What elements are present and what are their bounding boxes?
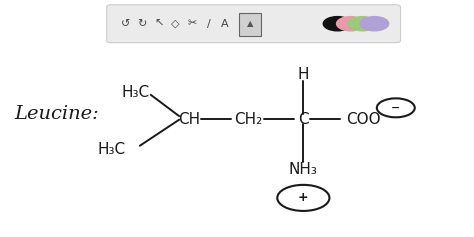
Text: NH₃: NH₃ <box>289 162 318 177</box>
Text: CH: CH <box>179 112 201 127</box>
Text: C: C <box>298 112 309 127</box>
Text: /: / <box>207 19 210 29</box>
Text: −: − <box>391 103 401 113</box>
Text: H₃C: H₃C <box>97 142 126 157</box>
Text: COO: COO <box>346 112 381 127</box>
Text: H: H <box>298 67 309 82</box>
Text: ↖: ↖ <box>154 19 164 29</box>
Text: CH₂: CH₂ <box>234 112 263 127</box>
Circle shape <box>337 17 365 31</box>
Text: +: + <box>298 191 309 204</box>
Text: A: A <box>221 19 229 29</box>
Circle shape <box>348 17 377 31</box>
Text: Leucine:: Leucine: <box>14 105 99 123</box>
Text: ↻: ↻ <box>137 19 147 29</box>
Text: ▲: ▲ <box>246 19 253 28</box>
FancyBboxPatch shape <box>107 5 401 43</box>
FancyBboxPatch shape <box>239 13 261 36</box>
Text: H₃C: H₃C <box>121 85 149 100</box>
Text: ↺: ↺ <box>121 19 130 29</box>
Circle shape <box>323 17 352 31</box>
Circle shape <box>360 17 389 31</box>
Text: ◇: ◇ <box>171 19 180 29</box>
Text: ✂: ✂ <box>187 19 197 29</box>
